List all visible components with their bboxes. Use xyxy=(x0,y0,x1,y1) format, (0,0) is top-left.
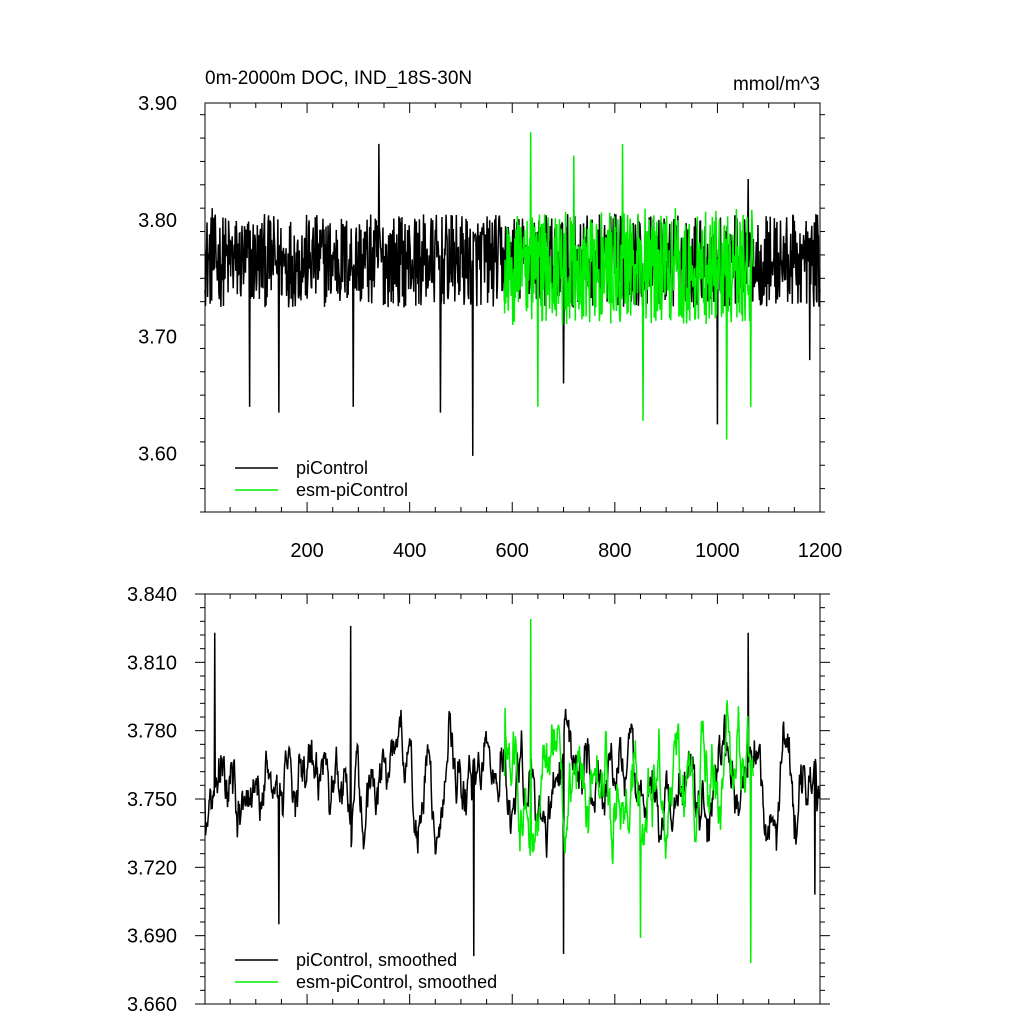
x-tick-label: 600 xyxy=(496,540,529,562)
series-line-esm-picontrol xyxy=(503,619,755,964)
y-tick-label: 3.720 xyxy=(127,857,177,879)
chart-title: 0m-2000m DOC, IND_18S-30N xyxy=(205,68,472,89)
x-tick-label: 800 xyxy=(598,540,631,562)
bottom-panel: 3.660 3.690 3.720 3.750 3.780 3.810 3.840 piCon… xyxy=(127,584,830,1016)
units-label: mmol/m^3 xyxy=(733,74,820,95)
series-line-picontrol xyxy=(204,143,821,456)
series-line-esm-picontrol xyxy=(503,132,755,440)
y-tick-label: 3.70 xyxy=(138,327,177,349)
legend-label: esm-piControl xyxy=(296,480,408,500)
legend-label: piControl, smoothed xyxy=(296,950,457,970)
y-tick-label: 3.810 xyxy=(127,652,177,674)
y-tick-label: 3.60 xyxy=(138,444,177,466)
top-panel: 200 400 600 800 1000 1200 3.60 3.70 3.80 3.90 piCo… xyxy=(138,93,842,562)
x-tick-label: 200 xyxy=(290,540,323,562)
x-tick-label: 1200 xyxy=(798,540,843,562)
x-tick-label: 400 xyxy=(393,540,426,562)
legend-label: piControl xyxy=(296,458,368,478)
y-tick-label: 3.80 xyxy=(138,210,177,232)
x-tick-label: 1000 xyxy=(695,540,740,562)
y-tick-label: 3.690 xyxy=(127,926,177,948)
y-tick-label: 3.660 xyxy=(127,994,177,1016)
series-line-picontrol xyxy=(204,625,821,957)
y-tick-label: 3.750 xyxy=(127,789,177,811)
y-tick-label: 3.780 xyxy=(127,721,177,743)
legend-label: esm-piControl, smoothed xyxy=(296,972,497,992)
y-tick-label: 3.840 xyxy=(127,584,177,606)
y-tick-label: 3.90 xyxy=(138,93,177,115)
